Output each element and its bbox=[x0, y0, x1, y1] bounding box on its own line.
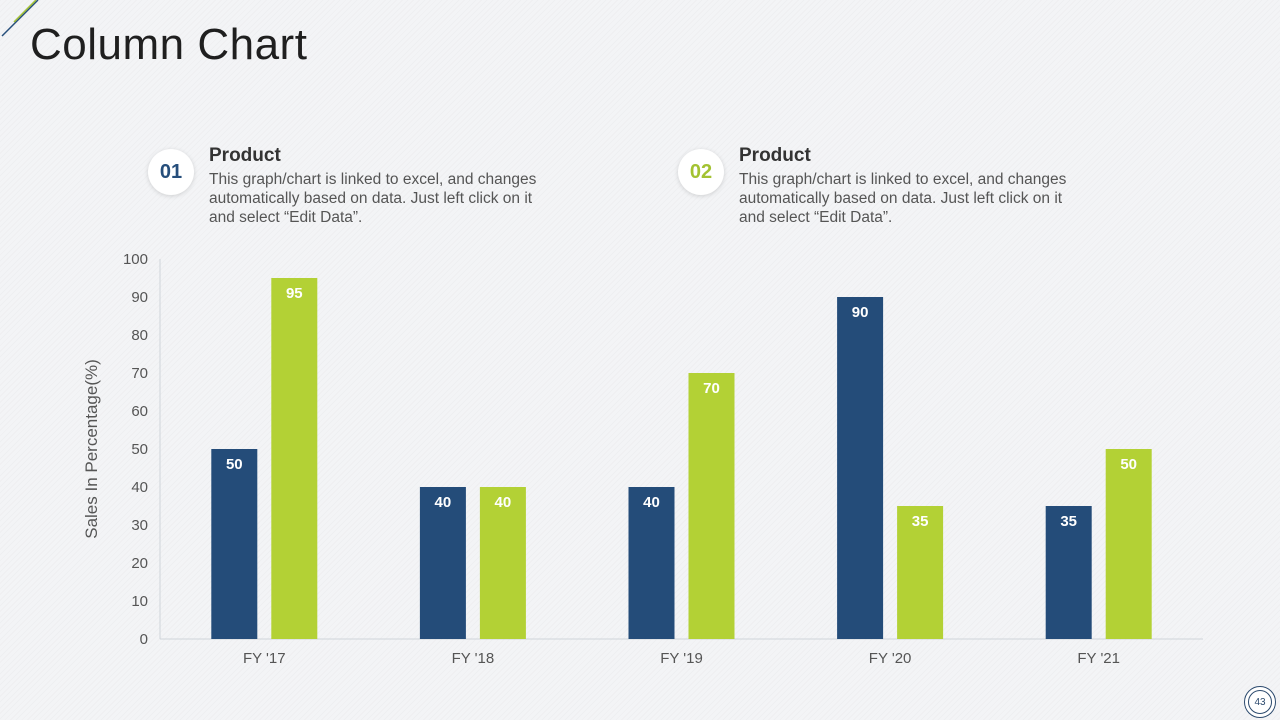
slide-title: Column Chart bbox=[30, 20, 308, 69]
bar-2-fy17 bbox=[271, 278, 318, 639]
x-tick-label: FY '21 bbox=[1077, 650, 1120, 667]
x-tick-label: FY '17 bbox=[243, 650, 286, 667]
legend-title: Product bbox=[209, 145, 281, 166]
legend-number-badge: 02 bbox=[678, 149, 724, 195]
data-label: 40 bbox=[643, 494, 660, 511]
bar-1-fy20 bbox=[837, 297, 884, 639]
y-axis-title: Sales In Percentage(%) bbox=[82, 359, 101, 539]
y-tick-label: 20 bbox=[131, 555, 148, 572]
y-tick-label: 80 bbox=[131, 327, 148, 344]
y-tick-label: 40 bbox=[131, 479, 148, 496]
bar-1-fy19 bbox=[628, 487, 675, 639]
y-tick-label: 100 bbox=[123, 251, 148, 268]
bar-1-fy17 bbox=[211, 449, 258, 639]
page-number-badge: 43 bbox=[1244, 686, 1276, 718]
corner-accent bbox=[1, 0, 39, 37]
data-label: 95 bbox=[286, 285, 303, 302]
legend-number-badge: 01 bbox=[148, 149, 194, 195]
bar-2-fy20 bbox=[897, 506, 944, 639]
x-tick-label: FY '18 bbox=[452, 650, 495, 667]
bar-2-fy18 bbox=[479, 487, 526, 639]
bar-1-fy21 bbox=[1045, 506, 1092, 639]
data-label: 70 bbox=[703, 380, 720, 397]
y-tick-label: 60 bbox=[131, 403, 148, 420]
legend-title: Product bbox=[739, 145, 811, 166]
bar-1-fy18 bbox=[419, 487, 466, 639]
bar-2-fy21 bbox=[1105, 449, 1152, 639]
x-tick-label: FY '19 bbox=[660, 650, 703, 667]
legend-description: This graph/chart is linked to excel, and… bbox=[739, 171, 1067, 226]
x-tick-label: FY '20 bbox=[869, 650, 912, 667]
y-tick-label: 30 bbox=[131, 517, 148, 534]
bar-2-fy19 bbox=[688, 373, 735, 639]
data-label: 40 bbox=[495, 494, 512, 511]
data-label: 40 bbox=[435, 494, 452, 511]
data-label: 90 bbox=[852, 304, 869, 321]
y-tick-label: 0 bbox=[140, 631, 148, 648]
data-label: 50 bbox=[1120, 456, 1137, 473]
y-tick-label: 90 bbox=[131, 289, 148, 306]
y-tick-label: 70 bbox=[131, 365, 148, 382]
data-label: 35 bbox=[1060, 513, 1077, 530]
y-tick-label: 50 bbox=[131, 441, 148, 458]
y-tick-label: 10 bbox=[131, 593, 148, 610]
data-label: 35 bbox=[912, 513, 929, 530]
data-label: 50 bbox=[226, 456, 243, 473]
legend-description: This graph/chart is linked to excel, and… bbox=[209, 171, 537, 226]
